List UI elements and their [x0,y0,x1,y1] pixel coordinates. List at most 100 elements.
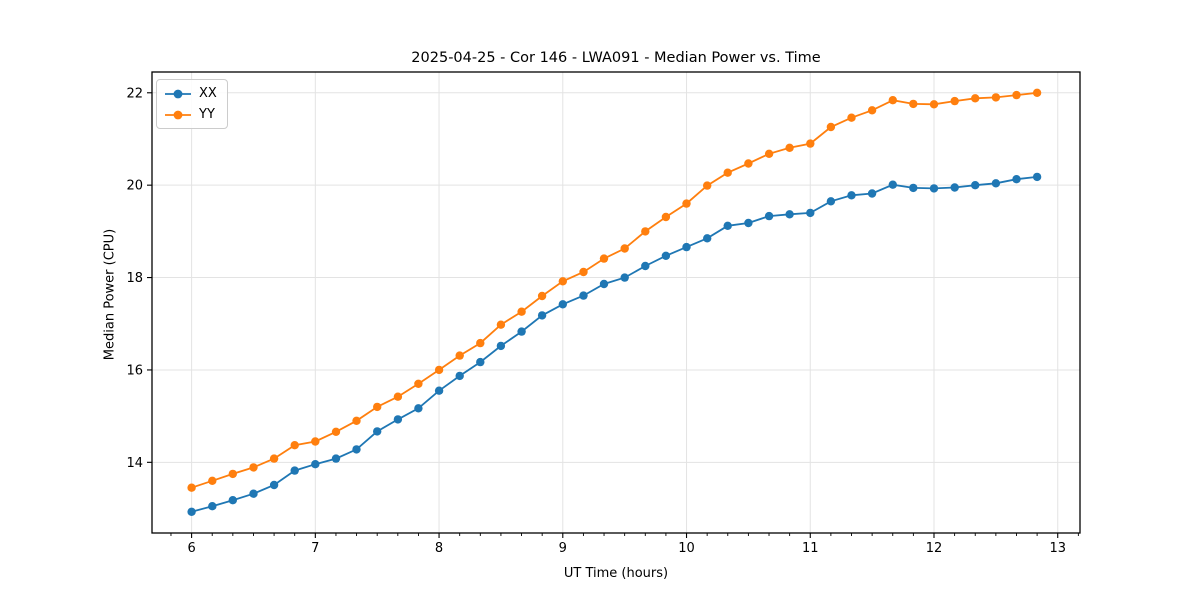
x-tick-label: 12 [926,541,943,556]
x-tick-label: 7 [311,541,319,556]
y-axis-label: Median Power (CPU) [102,228,118,361]
series-marker-xx [641,261,650,271]
series-marker-yy [373,402,382,412]
legend-item-yy: YY [164,105,217,124]
series-marker-xx [208,502,217,511]
series-marker-xx [269,480,279,490]
x-tick-label: 11 [802,541,819,556]
series-marker-xx [847,191,856,200]
series-marker-xx [764,211,774,221]
series-marker-yy [806,139,815,148]
series-marker-yy [620,244,629,253]
series-marker-yy [311,437,320,446]
series-marker-yy [290,441,299,450]
series-marker-xx [249,489,258,498]
series-marker-yy [1032,88,1042,98]
series-marker-yy [599,254,609,263]
legend: XX YY [156,79,228,129]
x-axis-label: UT Time (hours) [563,566,669,581]
series-marker-yy [785,143,794,152]
series-marker-yy [723,168,732,177]
legend-swatch-xx-icon [165,89,191,98]
series-marker-xx [991,179,1001,188]
y-tick-label: 14 [126,456,143,471]
series-marker-xx [579,291,588,300]
series-marker-xx [785,210,794,219]
legend-label-yy: YY [199,107,215,122]
series-marker-yy [558,277,567,286]
series-marker-xx [682,242,691,252]
series-marker-yy [971,94,980,103]
x-tick-label: 8 [435,541,443,556]
series-marker-yy [434,365,444,375]
series-marker-yy [888,96,897,105]
series-marker-yy [661,212,671,222]
series-marker-xx [620,273,629,282]
series-marker-xx [393,415,403,424]
series-marker-yy [867,106,877,115]
series-marker-xx [517,327,526,336]
series-marker-yy [414,379,423,388]
x-tick-label: 9 [559,541,567,556]
series-marker-xx [476,357,485,367]
series-marker-xx [496,341,506,351]
legend-swatch-yy-icon [165,110,191,119]
series-marker-yy [331,427,341,436]
series-marker-yy [764,149,774,158]
x-tick-label: 13 [1049,541,1066,556]
series-marker-xx [661,251,671,260]
series-marker-yy [228,469,237,479]
series-marker-yy [187,483,196,492]
series-marker-yy [269,454,279,463]
series-marker-xx [806,208,815,218]
series-marker-xx [537,311,547,320]
series-marker-xx [929,184,939,193]
series-marker-xx [950,183,959,192]
series-marker-xx [599,279,609,289]
x-tick-label: 6 [187,541,195,556]
series-marker-xx [826,197,836,206]
series-marker-yy [476,338,485,348]
series-marker-xx [331,454,341,463]
x-tick-label: 10 [678,541,695,556]
series-marker-xx [558,300,567,309]
series-marker-yy [703,181,712,190]
series-marker-yy [537,291,547,301]
series-marker-xx [414,404,423,413]
series-marker-xx [1012,175,1021,184]
y-tick-label: 22 [126,86,143,101]
series-marker-yy [909,99,918,109]
series-marker-yy [929,100,939,109]
series-marker-yy [393,392,403,401]
series-marker-yy [579,267,588,277]
series-marker-xx [311,460,320,469]
series-marker-yy [641,227,650,236]
series-marker-xx [228,496,237,505]
series-marker-xx [1032,172,1042,182]
series-marker-xx [434,386,444,395]
series-marker-yy [208,476,217,485]
series-marker-xx [888,180,897,189]
series-marker-xx [971,181,980,190]
series-marker-yy [1012,90,1021,100]
series-marker-xx [352,445,361,454]
series-marker-xx [373,427,382,436]
legend-label-xx: XX [199,86,217,101]
series-marker-xx [187,507,196,516]
y-tick-label: 16 [126,363,143,378]
series-marker-xx [909,183,918,193]
series-marker-yy [991,93,1001,102]
y-tick-label: 20 [126,179,143,194]
plot-border [151,71,1081,534]
series-marker-xx [455,371,464,381]
series-marker-yy [682,199,691,208]
series-marker-xx [290,466,299,475]
series-marker-yy [496,320,506,329]
series-marker-yy [744,159,753,168]
series-line-yy [191,91,1038,489]
chart-title: 2025-04-25 - Cor 146 - LWA091 - Median P… [411,50,821,66]
series-marker-yy [517,307,526,316]
series-marker-yy [352,416,361,425]
